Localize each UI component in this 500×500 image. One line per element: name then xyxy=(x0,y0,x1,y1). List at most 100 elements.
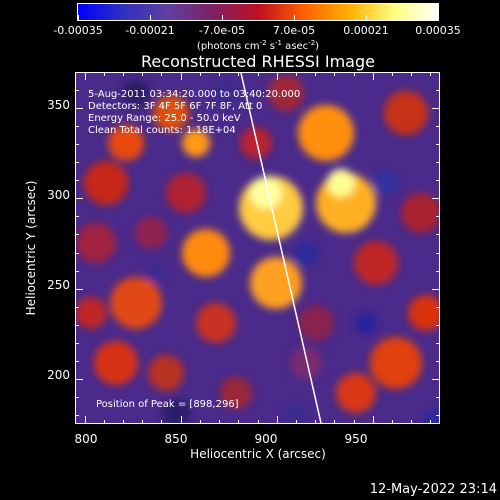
axis-tick-mark xyxy=(219,420,221,424)
axis-tick-mark xyxy=(436,162,440,164)
time-range-annotation: 5-Aug-2011 03:34:20.000 to 03:40:20.000 xyxy=(88,89,301,100)
solar-limb-line xyxy=(240,73,322,423)
intensity-blob xyxy=(148,355,184,391)
y-tick-label: 350 xyxy=(47,98,70,112)
axis-tick-mark xyxy=(75,270,79,272)
axis-tick-mark xyxy=(391,420,393,424)
intensity-blob xyxy=(422,409,439,423)
x-tick-label: 950 xyxy=(344,432,368,446)
axis-tick-mark xyxy=(75,144,79,146)
axis-tick-mark xyxy=(295,72,297,76)
intensity-blob xyxy=(76,223,116,263)
axis-tick-mark xyxy=(436,270,440,272)
axis-tick-mark xyxy=(75,198,83,200)
intensity-blob xyxy=(354,241,398,285)
axis-tick-mark xyxy=(436,90,440,92)
axis-tick-mark xyxy=(75,288,83,290)
axis-tick-mark xyxy=(276,72,278,80)
axis-tick-mark xyxy=(103,420,105,424)
axis-tick-mark xyxy=(75,126,79,128)
rhessi-image xyxy=(76,73,439,423)
axis-tick-mark xyxy=(315,72,317,76)
colorbar-tick-mark xyxy=(366,15,367,21)
axis-tick-mark xyxy=(436,396,440,398)
x-axis-label: Heliocentric X (arcsec) xyxy=(190,447,326,461)
axis-tick-mark xyxy=(199,72,201,76)
axis-tick-mark xyxy=(436,414,440,416)
axis-tick-mark xyxy=(238,72,240,76)
axis-tick-mark xyxy=(75,108,83,110)
clean-annotation: Clean Total counts: 1.18E+04 xyxy=(88,125,236,136)
axis-tick-mark xyxy=(161,72,163,76)
colorbar xyxy=(77,3,439,21)
axis-tick-mark xyxy=(75,306,79,308)
intensity-blob xyxy=(110,277,162,329)
axis-tick-mark xyxy=(75,324,79,326)
axis-tick-mark xyxy=(432,198,440,200)
axis-tick-mark xyxy=(257,420,259,424)
axis-tick-mark xyxy=(219,72,221,76)
colorbar-tick-mark xyxy=(150,15,151,21)
axis-tick-mark xyxy=(238,420,240,424)
axis-tick-mark xyxy=(411,72,413,76)
intensity-blob xyxy=(214,81,238,105)
axis-tick-mark xyxy=(123,72,125,76)
axis-tick-mark xyxy=(84,416,86,424)
intensity-blob xyxy=(327,169,355,197)
intensity-blob xyxy=(336,373,376,413)
axis-tick-mark xyxy=(315,420,317,424)
colorbar-tick-mark xyxy=(222,15,223,21)
colorbar-tick-label: 0.00021 xyxy=(343,24,389,37)
intensity-blob xyxy=(84,161,128,205)
intensity-blob xyxy=(356,313,376,333)
intensity-blob xyxy=(384,91,428,135)
y-tick-label: 200 xyxy=(47,368,70,382)
intensity-blob xyxy=(122,79,150,107)
intensity-blob xyxy=(401,193,439,233)
y-axis-label: Heliocentric Y (arcsec) xyxy=(24,180,38,316)
axis-tick-mark xyxy=(180,72,182,80)
axis-tick-mark xyxy=(180,416,182,424)
intensity-blob xyxy=(76,297,107,329)
axis-tick-mark xyxy=(75,162,79,164)
intensity-blob xyxy=(284,401,308,423)
intensity-blob xyxy=(196,303,236,343)
y-tick-label: 250 xyxy=(47,278,70,292)
axis-tick-mark xyxy=(372,72,374,80)
intensity-blob xyxy=(182,129,210,157)
detectors-annotation: Detectors: 3F 4F 5F 6F 7F 8F, Att 0 xyxy=(88,101,263,112)
axis-tick-mark xyxy=(436,306,440,308)
intensity-blob xyxy=(182,229,230,277)
colorbar-tick-mark xyxy=(294,15,295,21)
image-plot: 5-Aug-2011 03:34:20.000 to 03:40:20.000 … xyxy=(75,72,440,424)
axis-tick-mark xyxy=(436,234,440,236)
colorbar-units: (photons cm-2 s-1 asec-2) xyxy=(196,39,320,52)
axis-tick-mark xyxy=(436,360,440,362)
axis-tick-mark xyxy=(142,420,144,424)
axis-tick-mark xyxy=(436,144,440,146)
intensity-blob xyxy=(240,127,272,159)
colorbar-tick-label: 0.00035 xyxy=(415,24,461,37)
intensity-blob xyxy=(220,377,252,409)
x-tick-label: 900 xyxy=(254,432,278,446)
intensity-blob xyxy=(166,173,206,213)
axis-tick-mark xyxy=(436,180,440,182)
axis-tick-mark xyxy=(75,72,79,73)
axis-tick-mark xyxy=(75,342,79,344)
axis-tick-mark xyxy=(75,360,79,362)
axis-tick-mark xyxy=(372,416,374,424)
colorbar-gradient xyxy=(78,4,438,20)
axis-tick-mark xyxy=(411,420,413,424)
axis-tick-mark xyxy=(75,216,79,218)
axis-tick-mark xyxy=(436,342,440,344)
intensity-blob xyxy=(408,295,439,331)
axis-tick-mark xyxy=(436,126,440,128)
axis-tick-mark xyxy=(75,90,79,92)
intensity-blob xyxy=(94,341,138,385)
x-tick-label: 800 xyxy=(74,432,98,446)
axis-tick-mark xyxy=(84,72,86,80)
axis-tick-mark xyxy=(257,72,259,76)
axis-tick-mark xyxy=(391,72,393,76)
axis-tick-mark xyxy=(161,420,163,424)
axis-tick-mark xyxy=(75,414,79,416)
